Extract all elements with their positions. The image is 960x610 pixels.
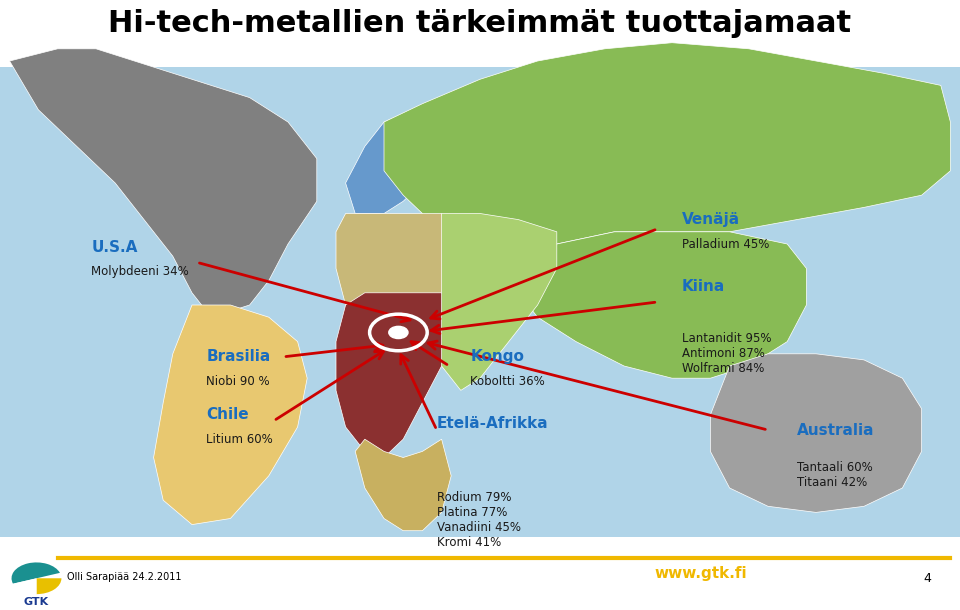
Text: Rodium 79%
Platina 77%
Vanadiini 45%
Kromi 41%: Rodium 79% Platina 77% Vanadiini 45% Kro… (437, 491, 520, 549)
Text: Koboltti 36%: Koboltti 36% (470, 375, 545, 388)
Text: Etelä-Afrikka: Etelä-Afrikka (437, 417, 548, 431)
Text: Australia: Australia (797, 423, 875, 437)
Polygon shape (422, 214, 557, 390)
Polygon shape (336, 293, 442, 458)
Text: Tantaali 60%
Titaani 42%: Tantaali 60% Titaani 42% (797, 461, 873, 489)
Bar (0, 67, 960, 537)
Circle shape (389, 326, 408, 339)
Text: U.S.A: U.S.A (91, 240, 137, 254)
Text: Litium 60%: Litium 60% (206, 433, 274, 446)
Text: Kiina: Kiina (682, 279, 725, 294)
Text: Venäjä: Venäjä (682, 212, 740, 227)
Wedge shape (12, 562, 60, 584)
Polygon shape (355, 439, 451, 531)
Polygon shape (10, 49, 317, 317)
Text: Kongo: Kongo (470, 350, 524, 364)
Text: GTK: GTK (24, 597, 49, 606)
Wedge shape (36, 578, 61, 594)
Text: Chile: Chile (206, 407, 249, 422)
Text: 4: 4 (924, 572, 931, 585)
Polygon shape (710, 354, 922, 512)
Text: Niobi 90 %: Niobi 90 % (206, 375, 270, 388)
Text: Brasilia: Brasilia (206, 350, 271, 364)
Text: Palladium 45%: Palladium 45% (682, 238, 769, 251)
Text: Lantanidit 95%
Antimoni 87%
Wolframi 84%: Lantanidit 95% Antimoni 87% Wolframi 84% (682, 332, 771, 375)
Text: Hi-tech-metallien tärkeimmät tuottajamaat: Hi-tech-metallien tärkeimmät tuottajamaa… (108, 9, 852, 38)
Polygon shape (336, 214, 442, 354)
Polygon shape (518, 232, 806, 378)
Text: www.gtk.fi: www.gtk.fi (655, 566, 747, 581)
Text: Olli Sarapiää 24.2.2011: Olli Sarapiää 24.2.2011 (67, 572, 181, 582)
Text: Molybdeeni 34%: Molybdeeni 34% (91, 265, 189, 278)
Wedge shape (13, 578, 36, 594)
Polygon shape (346, 110, 451, 214)
Polygon shape (154, 305, 307, 525)
Polygon shape (384, 43, 950, 256)
